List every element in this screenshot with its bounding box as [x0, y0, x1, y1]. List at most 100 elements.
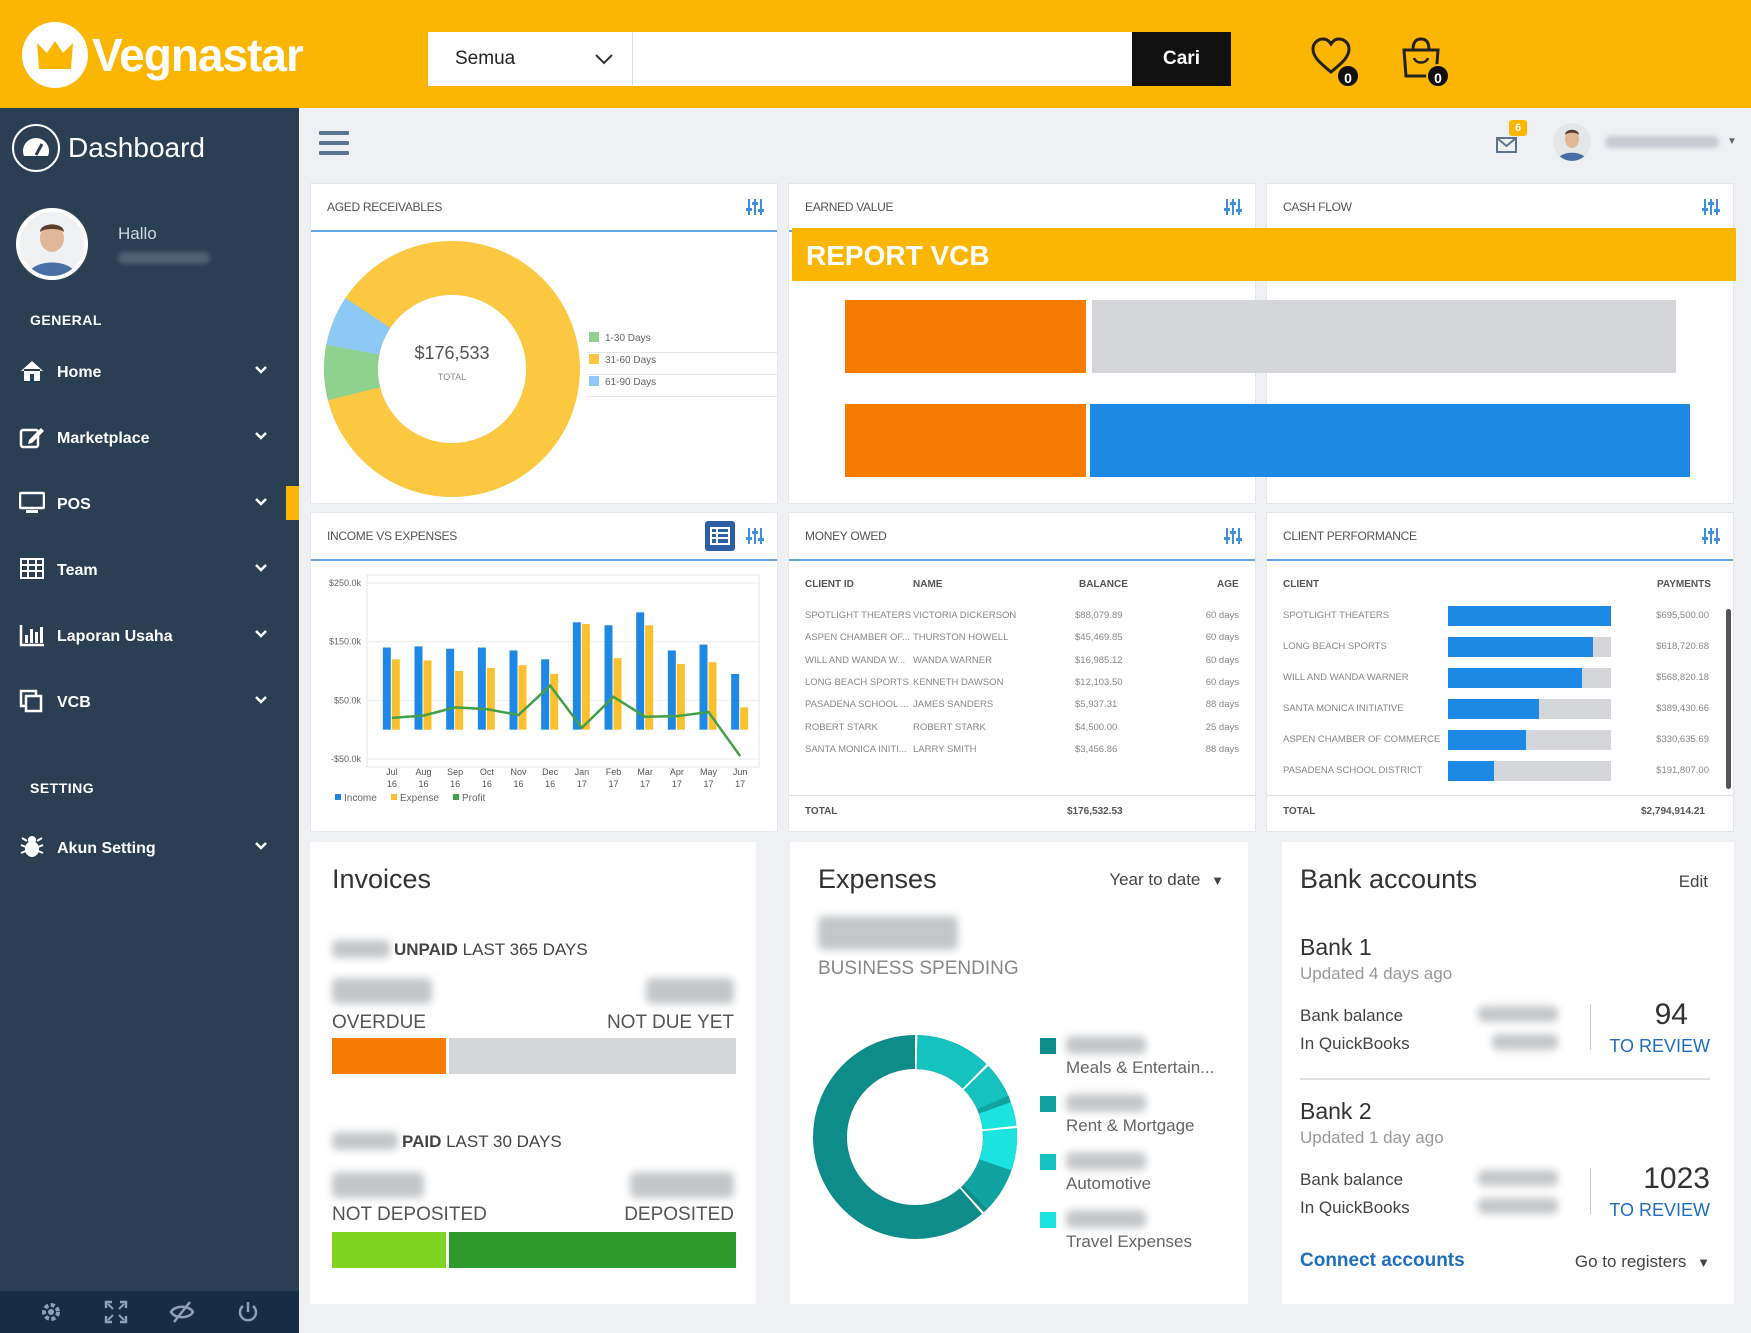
greeting-label: Hallo	[118, 224, 157, 243]
income-bar	[699, 644, 708, 730]
edit-link[interactable]: Edit	[1678, 872, 1708, 891]
chevron-down-icon	[255, 366, 267, 374]
sidebar-item-marketplace[interactable]: Marketplace	[0, 411, 299, 467]
sidebar-item-team[interactable]: Team	[0, 543, 299, 599]
profile-avatar[interactable]	[16, 208, 88, 280]
menu-toggle-icon[interactable]	[319, 131, 349, 155]
expense-bar	[486, 668, 495, 730]
search-category-select[interactable]: Semua	[428, 32, 633, 86]
legend-swatch	[1040, 1212, 1056, 1228]
scrollbar[interactable]	[1726, 609, 1731, 789]
x-tick-label: 16	[387, 779, 397, 789]
panel-header: AGED RECEIVABLES	[311, 184, 777, 232]
sidebar-dashboard-link[interactable]: Dashboard	[12, 124, 205, 172]
caret-down-icon[interactable]: ▼	[1727, 136, 1737, 147]
x-tick-label: 16	[418, 779, 428, 789]
brand-logo[interactable]: Vegnastar	[22, 22, 304, 88]
column-header[interactable]: CLIENT ID	[805, 579, 854, 590]
deposit-progress-bar	[332, 1232, 736, 1268]
column-header[interactable]: AGE	[1217, 579, 1239, 590]
payment-bar-fill	[1448, 761, 1494, 781]
chevron-down-icon	[255, 432, 267, 440]
sidebar-item-vcb[interactable]: VCB	[0, 675, 299, 731]
x-tick-label: 17	[608, 779, 618, 789]
sidebar-item-akun-setting[interactable]: Akun Setting	[0, 821, 299, 877]
panel-title: CLIENT PERFORMANCE	[1283, 529, 1417, 543]
redacted-amount	[1478, 1198, 1558, 1214]
payment-bar-fill	[1448, 730, 1527, 750]
to-review-link[interactable]: TO REVIEW	[1609, 1200, 1710, 1220]
legend-label: 1-30 Days	[605, 333, 651, 344]
speedometer-icon	[12, 124, 60, 172]
x-tick-label: 17	[672, 779, 682, 789]
fullscreen-icon[interactable]	[104, 1300, 128, 1324]
x-tick-label: 16	[513, 779, 523, 789]
gear-icon[interactable]	[39, 1300, 63, 1324]
payment-value: $330,635.69	[1656, 734, 1709, 745]
x-tick-label: Apr	[670, 767, 684, 777]
progress-bar-segment	[1092, 300, 1676, 373]
donut-total-value: $176,533	[414, 343, 490, 363]
column-header[interactable]: CLIENT	[1283, 579, 1320, 590]
client-name: ASPEN CHAMBER OF COMMERCE	[1283, 734, 1441, 745]
income-bar	[477, 647, 486, 730]
power-icon[interactable]	[236, 1300, 260, 1324]
sidebar-item-pos[interactable]: POS	[0, 477, 299, 533]
x-tick-label: Sep	[447, 767, 463, 777]
table-cell: WILL AND WANDA W...	[805, 654, 906, 666]
panel-title: EARNED VALUE	[805, 200, 894, 214]
y-tick-label: $50.0k	[334, 695, 362, 705]
sidebar-item-laporan-usaha[interactable]: Laporan Usaha	[0, 609, 299, 665]
sidebar-item-label: Team	[57, 562, 98, 579]
income-bar	[572, 622, 581, 730]
search-button[interactable]: Cari	[1132, 32, 1231, 86]
expense-bar	[518, 665, 527, 730]
redacted-amount	[332, 940, 390, 958]
user-avatar[interactable]	[1553, 123, 1591, 161]
payment-bar-fill	[1448, 699, 1540, 719]
copy-icon	[19, 689, 43, 713]
sidebar-item-home[interactable]: Home	[0, 345, 299, 401]
column-header[interactable]: PAYMENTS	[1657, 579, 1711, 590]
to-review-link[interactable]: TO REVIEW	[1609, 1036, 1710, 1056]
wishlist-button[interactable]: 0	[1310, 36, 1360, 88]
sidebar-item-label: VCB	[57, 694, 91, 711]
settings-sliders-icon[interactable]	[745, 526, 765, 546]
income-bar	[446, 648, 455, 730]
x-tick-label: Nov	[510, 767, 527, 777]
table-view-button[interactable]	[705, 521, 735, 551]
cart-button[interactable]: 0	[1400, 36, 1450, 88]
table-cell: LARRY SMITH	[913, 743, 977, 755]
column-header[interactable]: BALANCE	[1079, 579, 1128, 590]
money-owed-panel: MONEY OWED CLIENT ID NAME BALANCE AGE SP…	[788, 512, 1256, 832]
client-name: WILL AND WANDA WARNER	[1283, 672, 1409, 683]
table-cell: $5,937.31	[1075, 699, 1118, 711]
x-tick-label: 16	[482, 779, 492, 789]
eye-slash-icon[interactable]	[169, 1300, 195, 1324]
search-input[interactable]	[633, 32, 1132, 86]
settings-sliders-icon[interactable]	[1223, 197, 1243, 217]
total-label: TOTAL	[1283, 806, 1316, 817]
registers-dropdown[interactable]: Go to registers ▼	[1575, 1252, 1710, 1272]
edit-icon	[19, 428, 44, 449]
table-cell: ROBERT STARK	[913, 721, 986, 733]
sidebar-footer	[0, 1291, 299, 1333]
table-cell: WANDA WARNER	[913, 654, 992, 666]
expenses-donut	[812, 1034, 1018, 1240]
divider	[1300, 1078, 1710, 1080]
x-tick-label: 17	[703, 779, 713, 789]
user-name-redacted[interactable]	[1605, 136, 1719, 148]
income-bar	[731, 673, 740, 730]
settings-sliders-icon[interactable]	[745, 197, 765, 217]
bank-balance-label: Bank balance	[1300, 1170, 1404, 1189]
user-name-redacted	[118, 252, 210, 264]
settings-sliders-icon[interactable]	[1701, 526, 1721, 546]
period-dropdown[interactable]: Year to date ▼	[1109, 870, 1224, 890]
active-item-marker	[286, 486, 299, 520]
search-category-value: Semua	[455, 48, 516, 69]
settings-sliders-icon[interactable]	[1701, 197, 1721, 217]
settings-sliders-icon[interactable]	[1223, 526, 1243, 546]
column-header[interactable]: NAME	[913, 579, 943, 590]
mail-button[interactable]: 6	[1495, 120, 1528, 156]
connect-accounts-link[interactable]: Connect accounts	[1300, 1250, 1465, 1271]
